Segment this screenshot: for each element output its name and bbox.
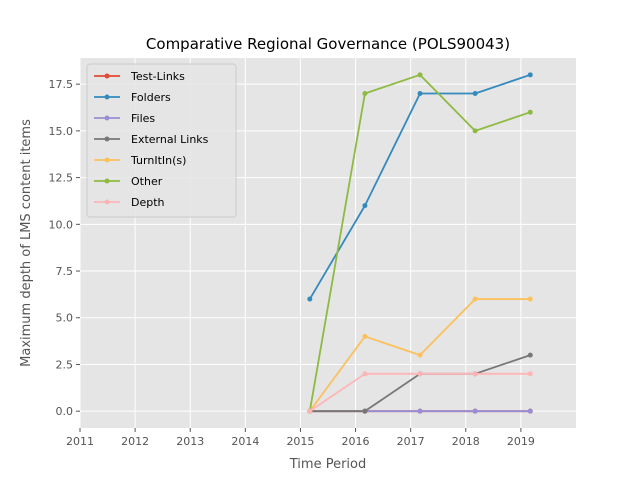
legend-label: Other [131, 175, 163, 188]
data-point [362, 333, 368, 339]
x-tick-label: 2011 [66, 435, 94, 448]
legend-item-external-links: External Links [94, 133, 209, 146]
y-tick-label: 5.0 [56, 312, 74, 325]
x-tick-label: 2017 [397, 435, 425, 448]
data-point [527, 109, 533, 115]
data-point [417, 72, 423, 78]
data-point [417, 408, 423, 414]
legend-item-depth: Depth [94, 196, 165, 209]
x-tick-label: 2016 [342, 435, 370, 448]
x-tick-label: 2014 [231, 435, 259, 448]
legend-label: External Links [131, 133, 209, 146]
x-tick-label: 2018 [452, 435, 480, 448]
x-tick-label: 2019 [507, 435, 535, 448]
data-point [472, 91, 478, 97]
data-point [417, 371, 423, 377]
legend-item-turnitin-s: TurnItIn(s) [94, 154, 186, 167]
legend-label: Files [131, 112, 155, 125]
data-point [472, 408, 478, 414]
legend-swatch-marker [104, 178, 110, 184]
legend-box [86, 63, 237, 218]
legend-label: TurnItIn(s) [130, 154, 186, 167]
legend-swatch-marker [104, 199, 110, 205]
legend-item-test-links: Test-Links [94, 70, 185, 83]
data-point [472, 128, 478, 134]
data-point [527, 352, 533, 358]
legend-swatch-marker [104, 73, 110, 79]
data-point [527, 296, 533, 302]
y-tick-label: 17.5 [49, 78, 74, 91]
y-tick-label: 0.0 [56, 405, 74, 418]
data-point [527, 371, 533, 377]
legend-item-files: Files [94, 112, 155, 125]
ticks: 2011 2012 2013 2014 2015 2016 2017 2018 2019 0.0 2… [49, 78, 535, 448]
legend: Test-Links Folders Files External Links Turn… [86, 63, 237, 218]
data-point [472, 371, 478, 377]
y-tick-label: 12.5 [49, 172, 74, 185]
data-point [527, 72, 533, 78]
y-tick-label: 2.5 [56, 358, 74, 371]
data-point [362, 408, 368, 414]
legend-label: Test-Links [130, 70, 185, 83]
y-tick-label: 7.5 [56, 265, 74, 278]
x-tick-label: 2015 [286, 435, 314, 448]
legend-swatch-marker [104, 136, 110, 142]
data-point [417, 352, 423, 358]
data-point [417, 91, 423, 97]
data-point [307, 296, 313, 302]
legend-label: Folders [131, 91, 171, 104]
series-folders [307, 72, 533, 302]
series-depth [307, 371, 533, 414]
x-tick-label: 2012 [121, 435, 149, 448]
chart-title: Comparative Regional Governance (POLS900… [146, 35, 510, 53]
legend-swatch-marker [104, 115, 110, 121]
legend-item-other: Other [94, 175, 163, 188]
data-point [362, 371, 368, 377]
legend-label: Depth [131, 196, 165, 209]
y-tick-label: 10.0 [49, 218, 74, 231]
y-axis-label: Maximum depth of LMS content items [19, 119, 34, 367]
y-tick-label: 15.0 [49, 125, 74, 138]
legend-item-folders: Folders [94, 91, 171, 104]
series-layer [307, 72, 533, 414]
data-point [527, 408, 533, 414]
x-tick-label: 2013 [176, 435, 204, 448]
data-point [362, 203, 368, 209]
legend-swatch-marker [104, 157, 110, 163]
data-point [307, 408, 313, 414]
legend-swatch-marker [104, 94, 110, 100]
x-axis-label: Time Period [289, 457, 366, 472]
data-point [472, 296, 478, 302]
data-point [362, 91, 368, 97]
